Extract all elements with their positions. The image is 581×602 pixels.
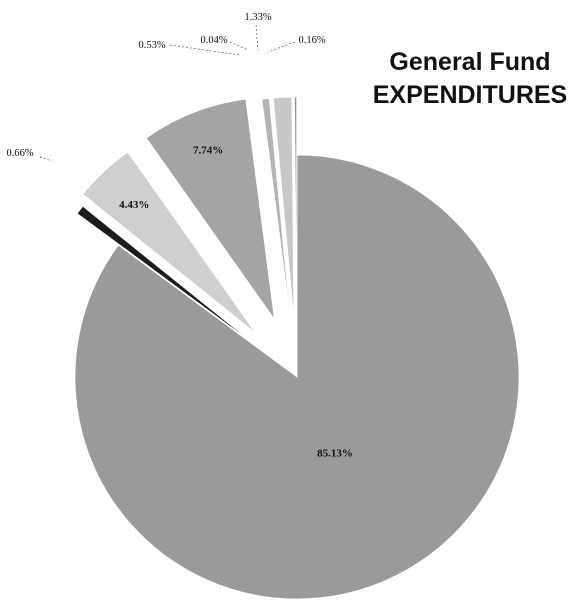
slice-labels: 85.13% 0.66% 4.43% 7.74% 0.53% 0.04% 1.33% 0.16… — [6, 12, 352, 459]
label-leader-lines — [39, 24, 296, 162]
slice-label-5: 0.04% — [200, 35, 227, 46]
leader-line-4 — [169, 44, 241, 56]
leader-line-7 — [267, 41, 296, 53]
slice-label-7: 0.16% — [298, 35, 325, 46]
slice-label-1: 0.66% — [6, 148, 33, 159]
pie-slices — [74, 96, 520, 600]
leader-line-1 — [39, 156, 53, 162]
pie-slice-2 — [82, 151, 257, 334]
chart-title-line2: EXPENDITURES — [373, 81, 567, 109]
slice-label-4: 0.53% — [138, 40, 165, 51]
pie-slice-0 — [74, 154, 520, 600]
pie-slice-1 — [76, 205, 257, 346]
pie-slice-5 — [269, 97, 292, 320]
slice-label-2: 4.43% — [119, 199, 149, 211]
slice-label-6: 1.33% — [244, 12, 271, 23]
leader-line-6 — [255, 24, 259, 51]
leader-line-5 — [229, 41, 249, 51]
chart-title-line1: General Fund — [389, 48, 550, 76]
pie-slice-7 — [294, 96, 298, 320]
slice-label-0: 85.13% — [317, 447, 353, 459]
pie-slice-4 — [261, 97, 291, 320]
slice-label-3: 7.74% — [193, 145, 223, 157]
pie-slice-3 — [145, 98, 275, 320]
pie-slice-6 — [272, 96, 295, 320]
